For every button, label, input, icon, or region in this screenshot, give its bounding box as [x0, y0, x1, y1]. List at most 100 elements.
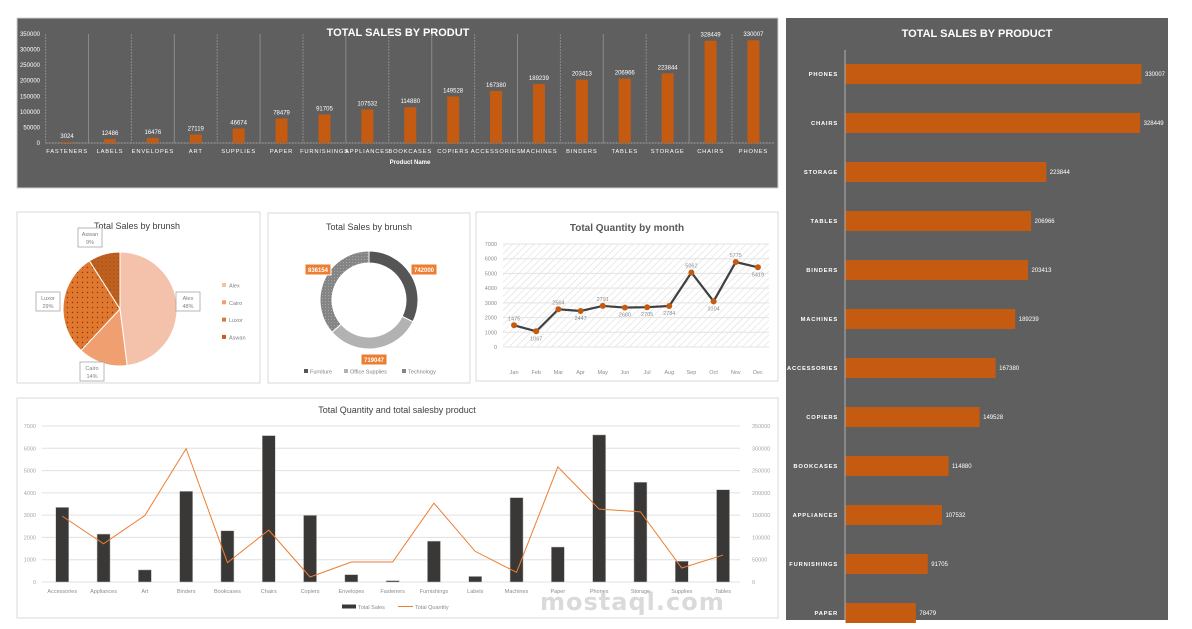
series-line	[513, 260, 759, 333]
data-label: 330007	[743, 32, 764, 38]
right-bar-chart: PHONES 330007 CHAIRS 328449 STORAGE 223844 TAB…	[787, 50, 1166, 623]
x-tick-label: Envelopes	[339, 589, 365, 595]
plot-area	[503, 244, 769, 347]
legend-label: Office Supplies	[350, 370, 387, 376]
bar	[716, 489, 730, 583]
x-tick-label: Machines	[505, 589, 529, 595]
data-label: 46674	[230, 120, 247, 126]
bar	[447, 96, 460, 143]
x-tick-label: Oct	[709, 370, 718, 376]
bar	[96, 533, 111, 583]
x-tick-label: Mar	[554, 370, 564, 376]
bar	[103, 139, 116, 143]
bar	[532, 84, 545, 143]
bar	[551, 546, 565, 583]
data-label: 206966	[615, 71, 636, 77]
x-tick-label: Jun	[620, 370, 629, 376]
y-left-tick-label: 4000	[24, 491, 36, 497]
combo-chart-title: Total Quantity and total salesby product	[318, 405, 476, 415]
x-tick-label: Jan	[510, 370, 519, 376]
data-label: 5062	[685, 264, 697, 270]
data-label: 223844	[1050, 170, 1071, 176]
top-chart-panel	[16, 17, 779, 189]
combo-chart: 0 1000 2000 3000 4000 5000 6000 7000 0 50000 10000…	[24, 424, 771, 611]
data-label: 2705	[641, 312, 653, 318]
bar	[427, 540, 441, 583]
data-point	[754, 264, 761, 271]
y-left-tick-label: 0	[33, 580, 36, 586]
y-tick-label: 300000	[20, 48, 41, 54]
x-tick-label: MACHINES	[520, 149, 557, 155]
x-tick-label: ACCESSORIES	[471, 149, 522, 155]
x-tick-label: STORAGE	[651, 149, 685, 155]
y-left-tick-label: 6000	[24, 446, 36, 452]
data-point	[710, 298, 717, 305]
data-label: 107532	[945, 513, 966, 519]
y-right-tick-label: 350000	[752, 424, 770, 430]
bar	[179, 491, 193, 583]
bar	[845, 554, 928, 574]
y-tick-label: PAPER	[814, 611, 838, 617]
bar	[675, 560, 689, 583]
y-right-tick-label: 150000	[752, 513, 770, 519]
y-tick-label: 2000	[485, 316, 497, 322]
data-label: 114880	[952, 464, 972, 470]
pie-slice	[88, 251, 121, 311]
bar	[845, 64, 1142, 84]
bar	[633, 481, 648, 583]
bar	[468, 576, 482, 583]
line-chart: 0 1000 2000 3000 4000 5000 6000 7000 Jan Feb Mar Ap…	[485, 242, 769, 376]
data-label: 5419	[752, 272, 764, 278]
bar	[55, 507, 69, 583]
top-chart-title: TOTAL SALES BY PRODUT	[327, 27, 470, 39]
data-label-box	[77, 227, 103, 248]
bar	[344, 574, 359, 583]
donut-segment	[319, 250, 370, 333]
data-label: 328449	[701, 33, 722, 39]
bar	[509, 497, 524, 583]
legend-swatch	[222, 334, 226, 339]
x-tick-label: Paper	[551, 589, 566, 595]
data-label: 203413	[1031, 268, 1052, 274]
data-label: 91705	[931, 562, 948, 568]
data-label-name: Luxor	[41, 296, 55, 302]
data-point	[732, 259, 739, 266]
legend-label: Aswan	[229, 335, 246, 341]
x-tick-label: LABELS	[97, 149, 124, 155]
y-tick-label: 100000	[20, 110, 41, 116]
bar	[61, 142, 74, 143]
legend-swatch	[304, 369, 308, 373]
data-label: 114880	[400, 99, 420, 105]
data-label: 836154	[308, 268, 329, 274]
data-label: 149528	[983, 415, 1004, 421]
donut-chart-title: Total Sales by brunsh	[326, 222, 412, 232]
data-label-value: 48%	[182, 304, 193, 310]
bar	[189, 134, 202, 143]
y-tick-label: 350000	[20, 32, 41, 38]
y-tick-label: BOOKCASES	[793, 464, 838, 470]
data-label: 1475	[508, 316, 520, 322]
y-tick-label: BINDERS	[806, 268, 838, 274]
bar	[845, 309, 1016, 329]
x-tick-label: May	[598, 370, 609, 376]
data-label: 78479	[919, 611, 936, 617]
bar	[845, 162, 1047, 182]
y-tick-label: ACCESSORIES	[787, 366, 838, 372]
legend-swatch	[222, 317, 226, 322]
data-point	[644, 304, 651, 311]
x-tick-label: Accessories	[47, 589, 77, 595]
y-tick-label: APPLIANCES	[793, 513, 838, 519]
y-right-tick-label: 50000	[752, 558, 767, 564]
bar	[704, 40, 717, 144]
combo-chart-panel	[16, 397, 779, 619]
mostaql-watermark: mostaql.com	[540, 588, 725, 616]
data-label: 1067	[530, 336, 542, 342]
y-tick-label: 1000	[485, 330, 497, 336]
y-tick-label: MACHINES	[801, 317, 838, 323]
y-tick-label: 0	[37, 141, 41, 147]
donut-chart: 742000 719047 836154 Furniture Office Suppli…	[304, 250, 438, 376]
y-tick-label: 5000	[485, 271, 497, 277]
y-tick-label: FURNISHINGS	[789, 562, 838, 568]
y-left-tick-label: 5000	[24, 469, 36, 475]
